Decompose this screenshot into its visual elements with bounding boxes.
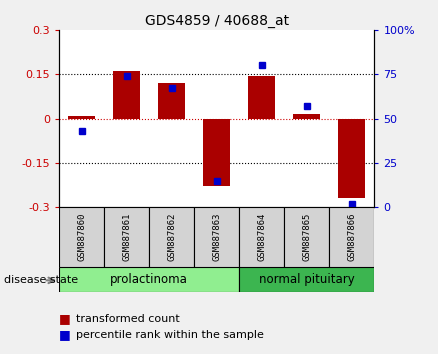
Text: transformed count: transformed count [76,314,180,324]
Bar [284,207,329,267]
Text: normal pituitary: normal pituitary [259,273,355,286]
Bar [104,207,149,267]
Bar [59,207,104,267]
Bar [113,72,140,119]
Bar [68,116,95,119]
Bar [239,267,374,292]
Text: percentile rank within the sample: percentile rank within the sample [76,330,264,339]
Text: GSM887864: GSM887864 [258,213,266,261]
Text: ■: ■ [59,312,71,325]
Bar [248,76,276,119]
Text: GSM887862: GSM887862 [167,213,176,261]
Text: GSM887866: GSM887866 [347,213,357,261]
Bar [203,119,230,187]
Text: GSM887860: GSM887860 [77,213,86,261]
Bar [239,207,284,267]
Bar [293,114,321,119]
Bar [194,207,239,267]
Bar [158,83,185,119]
Bar [149,207,194,267]
Text: ■: ■ [59,328,71,341]
Bar [329,207,374,267]
Text: GSM887861: GSM887861 [122,213,131,261]
Bar [59,267,239,292]
Title: GDS4859 / 40688_at: GDS4859 / 40688_at [145,14,289,28]
Bar [339,119,365,198]
Text: GSM887863: GSM887863 [212,213,221,261]
Text: disease state: disease state [4,275,78,285]
Text: prolactinoma: prolactinoma [110,273,188,286]
Text: GSM887865: GSM887865 [302,213,311,261]
